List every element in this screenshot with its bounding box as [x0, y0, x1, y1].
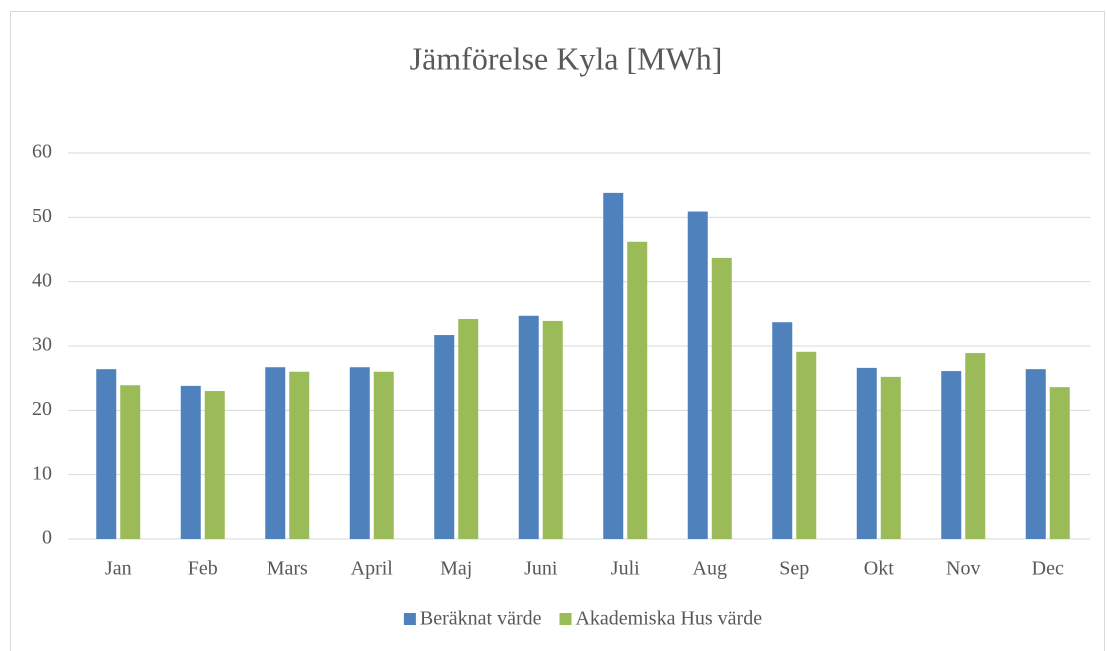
bar: [542, 320, 563, 539]
legend-label: Akademiska Hus värde: [575, 608, 762, 630]
x-tick-label: Juli: [611, 558, 640, 580]
x-tick-label: Juni: [524, 558, 558, 580]
bar: [518, 315, 539, 539]
x-tick-label: Feb: [188, 558, 218, 580]
y-tick-label: 40: [32, 269, 52, 291]
y-tick-label: 50: [32, 205, 52, 227]
legend-swatch: [559, 613, 572, 625]
bar: [265, 367, 286, 539]
legend-swatch: [403, 613, 416, 625]
bar: [856, 367, 877, 539]
bar: [373, 371, 394, 539]
bar: [289, 371, 310, 539]
x-tick-label: Dec: [1032, 558, 1064, 580]
bar: [204, 391, 225, 539]
bar: [349, 367, 370, 539]
bar: [941, 371, 962, 539]
bar: [434, 335, 455, 539]
legend-label: Beräknat värde: [420, 608, 542, 630]
bar: [711, 257, 732, 539]
bar: [1049, 387, 1070, 539]
bar: [796, 351, 817, 539]
x-tick-label: Mars: [267, 558, 308, 580]
x-tick-label: Aug: [693, 558, 727, 580]
x-tick-label: Nov: [946, 558, 980, 580]
y-tick-label: 10: [32, 462, 52, 484]
bar: [120, 385, 141, 539]
bar: [965, 353, 986, 539]
bar: [772, 322, 793, 539]
bar: [458, 318, 479, 539]
y-tick-label: 0: [42, 527, 52, 549]
bar: [627, 241, 648, 539]
y-tick-label: 20: [32, 398, 52, 420]
bar: [96, 369, 117, 539]
bar: [180, 385, 201, 539]
x-tick-label: April: [351, 558, 394, 580]
y-tick-label: 30: [32, 334, 52, 356]
x-tick-label: Okt: [864, 558, 894, 580]
x-tick-label: Jan: [105, 558, 132, 580]
bar: [880, 376, 901, 539]
x-tick-label: Maj: [440, 558, 472, 580]
x-tick-label: Sep: [779, 558, 809, 580]
bar: [603, 192, 624, 540]
bar: [1025, 369, 1046, 539]
bar: [687, 211, 708, 539]
chart-title: Jämförelse Kyla [MWh]: [410, 40, 723, 76]
y-tick-label: 60: [32, 141, 52, 163]
